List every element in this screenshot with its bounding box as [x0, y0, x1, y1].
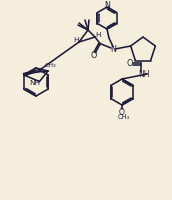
Text: O: O [90, 51, 97, 60]
Text: CH₃: CH₃ [44, 63, 56, 68]
Text: NH: NH [29, 80, 40, 86]
Text: H: H [95, 32, 101, 38]
Text: N: N [104, 1, 110, 10]
Text: NH: NH [138, 70, 150, 79]
Text: CH₃: CH₃ [118, 114, 130, 120]
Text: H: H [73, 37, 79, 43]
Text: O: O [126, 59, 133, 68]
Text: N: N [110, 45, 116, 54]
Text: O: O [119, 108, 125, 117]
